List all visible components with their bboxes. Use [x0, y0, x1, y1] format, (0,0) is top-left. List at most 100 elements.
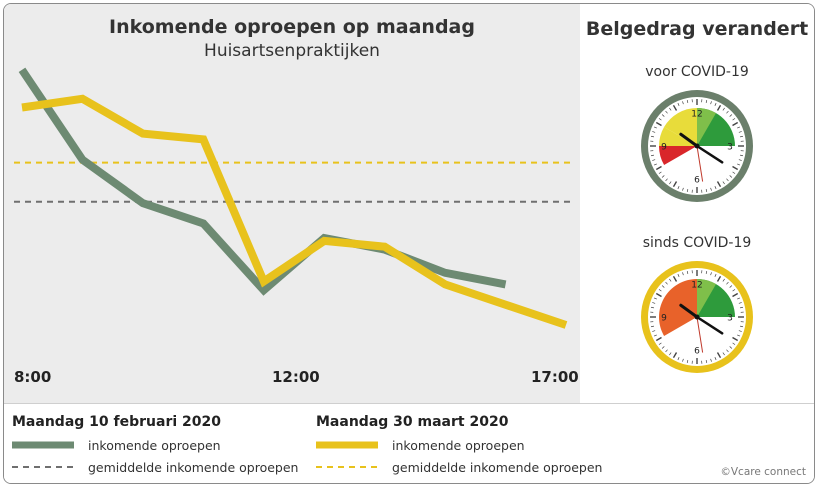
clock-tick [722, 352, 725, 356]
clock-tick [738, 131, 742, 133]
legend: Maandag 10 februari 2020 inkomende oproe… [4, 403, 814, 483]
clock-tick [738, 302, 742, 304]
series-line [21, 94, 568, 329]
clock-tick [658, 289, 662, 292]
clock-tick [714, 273, 717, 277]
clock-tick [732, 165, 739, 171]
clock-number: 9 [661, 314, 667, 324]
clock-sector [697, 108, 716, 146]
clock-tick [686, 270, 689, 275]
clock-tick [665, 349, 668, 353]
clock-tick [729, 114, 733, 117]
clock-tick [732, 121, 739, 127]
infographic-frame: Inkomende oproepen op maandag Huisartsen… [3, 3, 815, 484]
clock-tick [677, 102, 680, 106]
clock-before-icon: 12 3 6 9 [641, 90, 753, 202]
clock-tick [737, 126, 741, 129]
clock-tick [710, 358, 712, 362]
clock-tick [729, 285, 733, 288]
chart-subtitle: Huisartsenpraktijken [204, 41, 380, 61]
clock-tick [677, 273, 680, 277]
clock-hour-hand [679, 132, 699, 148]
legend-solid-swatch [12, 441, 74, 449]
clock-tick [677, 357, 680, 361]
clock-after-label: sinds COVID-19 [642, 235, 752, 251]
clock-tick [710, 272, 712, 276]
legend-label: inkomende oproepen [392, 437, 525, 453]
clock-tick [705, 270, 708, 275]
clock-tick [665, 178, 668, 182]
clock-center [694, 314, 700, 320]
clock-tick [739, 135, 744, 138]
clock-tick [722, 278, 725, 282]
clock-tick [658, 118, 662, 121]
clock-tick [726, 110, 729, 114]
clock-tick [726, 178, 729, 182]
clock-tick [737, 163, 741, 166]
clock-tick [672, 275, 678, 282]
clock-tick [732, 289, 736, 292]
clock-sector [659, 146, 697, 165]
legend-group-february: Maandag 10 februari 2020 inkomende oproe… [12, 414, 298, 478]
legend-heading: Maandag 30 maart 2020 [316, 414, 509, 430]
x-tick-label: 8:00 [14, 368, 52, 386]
chart-panel: Inkomende oproepen op maandag Huisartsen… [4, 4, 580, 403]
x-tick-label: 17:00 [531, 368, 579, 386]
clock-tick [729, 346, 733, 349]
copyright: ©Vcare connect [720, 466, 806, 478]
clock-number: 12 [691, 281, 702, 291]
clock-tick [729, 175, 733, 178]
clock-tick [686, 188, 689, 193]
legend-item: gemiddelde inkomende oproepen [12, 456, 298, 478]
clock-tick [686, 99, 689, 104]
clock-tick [738, 159, 742, 161]
clock-number: 6 [694, 347, 700, 357]
clock-tick [650, 306, 655, 309]
clock-tick [705, 359, 708, 364]
clock-tick [739, 154, 744, 157]
clock-tick [682, 272, 684, 276]
clock-tick [732, 292, 739, 298]
clock-tick [737, 334, 741, 337]
clock-tick [732, 171, 736, 174]
clock-number: 3 [727, 143, 733, 153]
clock-tick [710, 101, 712, 105]
clock-tick [653, 334, 657, 337]
clock-tick [669, 278, 672, 282]
clock-tick [650, 325, 655, 328]
clock-tick [661, 175, 665, 178]
clock-tick [686, 359, 689, 364]
legend-item: gemiddelde inkomende oproepen [316, 456, 602, 478]
clock-tick [682, 187, 684, 191]
legend-item: inkomende oproepen [12, 434, 298, 456]
chart-title: Inkomende oproepen op maandag [109, 16, 475, 38]
clock-tick [658, 171, 662, 174]
clock-tick [705, 188, 708, 193]
clock-tick [672, 352, 678, 359]
legend-solid-swatch [316, 441, 378, 449]
clock-after-icon: 12 3 6 9 [641, 261, 753, 373]
clock-second-hand [696, 145, 704, 182]
legend-group-march: Maandag 30 maart 2020 inkomende oproepen… [316, 414, 602, 478]
clock-tick [716, 352, 722, 359]
clock-tick [738, 330, 742, 332]
clock-tick [722, 181, 725, 185]
x-tick-label: 12:00 [272, 368, 320, 386]
clock-tick [655, 121, 662, 127]
clock-tick [652, 159, 656, 161]
clock-second-hand [696, 316, 704, 353]
clock-tick [682, 358, 684, 362]
clock-tick [661, 285, 665, 288]
legend-item: inkomende oproepen [316, 434, 602, 456]
clock-tick [726, 349, 729, 353]
clock-tick [653, 163, 657, 166]
legend-heading: Maandag 10 februari 2020 [12, 414, 221, 430]
legend-label: inkomende oproepen [88, 437, 221, 453]
clock-sector [659, 127, 697, 146]
clock-number: 6 [694, 176, 700, 186]
clock-number: 9 [661, 143, 667, 153]
clock-tick [732, 336, 739, 342]
clock-sector [659, 279, 697, 336]
clock-tick [716, 181, 722, 188]
clock-tick [714, 102, 717, 106]
